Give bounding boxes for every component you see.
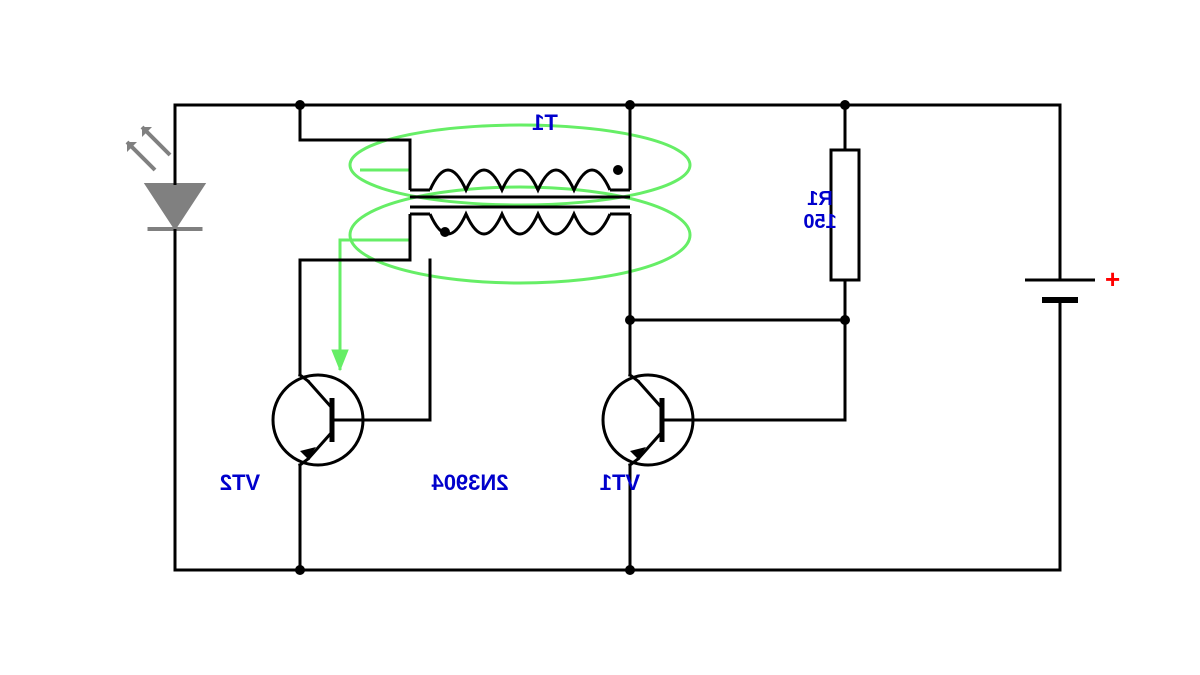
junction-dot [625,565,635,575]
resistor-value-label: 150 [803,211,836,233]
transformer-label: T1 [532,110,558,135]
wire [745,280,845,420]
battery: + [1025,264,1120,320]
junction-dot [840,315,850,325]
junction-dot [840,100,850,110]
vt1-label: VT1 [600,470,640,495]
battery-plus-label: + [1105,264,1120,294]
transistor-type-label: 2N3904 [431,470,509,495]
wire [300,235,410,375]
highlight-flow [332,125,690,370]
junction-dot [295,565,305,575]
vt2-label: VT2 [220,470,260,495]
transistor-vt1 [603,375,693,465]
resistor-name-label: R1 [807,188,833,210]
wire [300,140,410,165]
junction-dot [295,100,305,110]
led-icon [127,127,203,250]
junction-dot [625,100,635,110]
